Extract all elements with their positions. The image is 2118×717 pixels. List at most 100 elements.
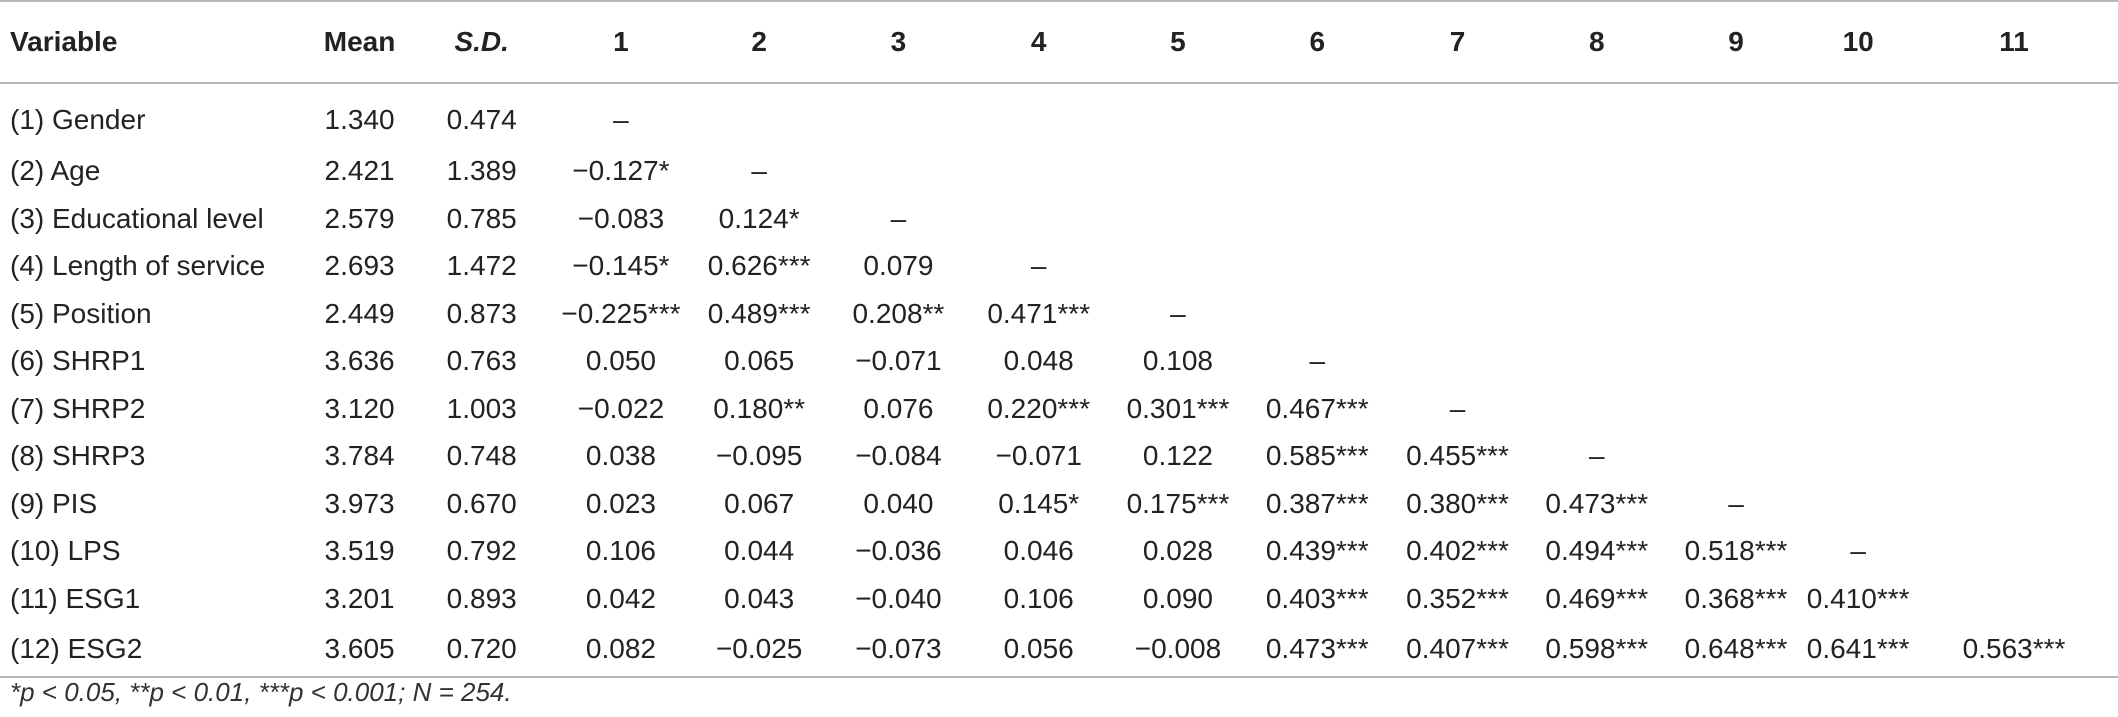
table-cell — [1806, 290, 1910, 338]
table-cell: 0.180** — [713, 392, 806, 424]
table-cell: 0.079 — [863, 250, 934, 282]
table-cell — [969, 83, 1109, 148]
table-cell: 0.641*** — [1806, 622, 1911, 678]
table-cell: −0.022 — [577, 392, 665, 424]
column-header: 7 — [1387, 0, 1528, 84]
table-cell — [1247, 148, 1387, 196]
table-cell: 0.040 — [863, 487, 934, 519]
table-cell: 0.106 — [585, 535, 656, 567]
column-header: 3 — [828, 0, 969, 84]
table-cell: 0.720 — [411, 622, 552, 678]
table-row: (12) ESG2 3.605 0.720 0.082 −0.025 −0.073 0.05… — [0, 622, 2118, 678]
row-label: (5) Position — [10, 297, 152, 329]
column-header: 8 — [1527, 0, 1666, 84]
table-cell: 0.518*** — [1684, 535, 1788, 567]
table-cell: 0.106 — [1003, 582, 1074, 614]
row-label: (4) Length of service — [10, 250, 266, 282]
table-cell: 3.973 — [324, 487, 395, 519]
table-cell: – — [613, 103, 629, 135]
table-cell — [1387, 243, 1527, 291]
row-label: (1) Gender — [10, 103, 146, 135]
table-cell: 0.301*** — [1126, 392, 1230, 424]
table-cell — [1666, 433, 1806, 481]
correlation-table: Variable Mean S.D. 1 2 3 4 5 6 7 8 9 10 11 (1) Gender… — [0, 0, 2118, 678]
table-cell: 0.387*** — [1265, 487, 1369, 519]
table-cell — [1910, 83, 2118, 148]
table-cell: 0.043 — [724, 582, 795, 614]
table-cell — [1666, 338, 1806, 386]
table-cell — [1528, 290, 1666, 338]
table-cell: 0.067 — [724, 487, 795, 519]
table-cell — [1666, 83, 1806, 148]
table-cell: 0.489*** — [707, 297, 811, 329]
table-cell — [1666, 385, 1806, 433]
table-cell — [1528, 385, 1666, 433]
table-cell — [1247, 290, 1387, 338]
table-cell: 0.439*** — [1265, 535, 1369, 567]
table-cell: 0.368*** — [1684, 582, 1788, 614]
table-cell — [1387, 338, 1527, 386]
table-cell — [1806, 338, 1910, 386]
table-cell: −0.095 — [715, 440, 803, 472]
table-cell: – — [1170, 297, 1186, 329]
table-cell — [1247, 243, 1387, 291]
table-cell — [969, 148, 1109, 196]
table-cell — [1666, 195, 1806, 243]
table-cell: 0.065 — [724, 345, 795, 377]
table-cell: 0.563*** — [1910, 622, 2118, 678]
column-header: 5 — [1108, 0, 1248, 84]
table-cell — [1528, 243, 1666, 291]
table-cell: −0.040 — [855, 582, 942, 614]
table-cell: 0.598*** — [1527, 622, 1666, 678]
table-cell: 0.056 — [968, 622, 1109, 678]
table-row: (10) LPS 3.519 0.792 0.106 0.044 −0.036 0.046 0… — [0, 528, 2118, 576]
row-label: (6) SHRP1 — [10, 345, 146, 377]
table-cell — [1528, 338, 1666, 386]
table-cell: 0.090 — [1142, 582, 1213, 614]
table-cell: −0.083 — [577, 202, 665, 234]
table-cell — [1109, 243, 1247, 291]
table-cell — [1910, 528, 2118, 576]
table-row: (11) ESG1 3.201 0.893 0.042 0.043 −0.040 0.106… — [0, 575, 2118, 623]
table-cell: 0.208** — [852, 297, 945, 329]
table-cell: 0.670 — [446, 487, 517, 519]
table-cell: 0.124* — [718, 202, 800, 234]
table-cell: 0.494*** — [1545, 535, 1649, 567]
table-cell — [1247, 83, 1387, 148]
table-cell — [1528, 195, 1666, 243]
table-cell — [1806, 433, 1910, 481]
table-cell: 2.579 — [324, 202, 395, 234]
table-row: (3) Educational level 2.579 0.785 −0.083 0.1… — [0, 195, 2118, 243]
table-cell: 0.407*** — [1387, 622, 1528, 678]
table-cell: 0.403*** — [1265, 582, 1369, 614]
row-label: (7) SHRP2 — [10, 392, 146, 424]
table-cell: −0.036 — [855, 535, 942, 567]
table-cell: 0.473*** — [1247, 622, 1388, 678]
table-cell: 3.120 — [324, 392, 395, 424]
table-cell: 0.474 — [446, 103, 517, 135]
table-cell: 0.792 — [446, 535, 517, 567]
column-header: Variable — [0, 0, 308, 84]
table-cell: −0.084 — [855, 440, 942, 472]
table-cell: 2.421 — [324, 155, 395, 187]
table-cell — [828, 83, 968, 148]
table-cell: – — [1449, 392, 1466, 424]
table-row: (2) Age 2.421 1.389 −0.127* – — [0, 148, 2118, 196]
table-cell — [690, 83, 828, 148]
table-cell: – — [1850, 535, 1866, 567]
table-cell: −0.008 — [1108, 622, 1248, 678]
table-cell: 0.380*** — [1406, 487, 1509, 519]
table-body: (1) Gender 1.340 0.474 – (2) Age 2.421 1.389 −0… — [0, 83, 2118, 678]
table-cell — [1806, 83, 1910, 148]
table-cell: −0.073 — [828, 622, 969, 678]
table-cell — [1666, 243, 1806, 291]
table-cell: 0.076 — [863, 392, 934, 424]
table-cell: 0.048 — [1003, 345, 1074, 377]
row-label: (10) LPS — [10, 535, 121, 567]
table-cell: 0.893 — [446, 582, 517, 614]
table-cell: −0.071 — [855, 345, 942, 377]
table-cell — [828, 148, 968, 196]
table-cell — [1247, 195, 1387, 243]
table-cell — [1806, 195, 1910, 243]
table-cell — [1910, 195, 2118, 243]
